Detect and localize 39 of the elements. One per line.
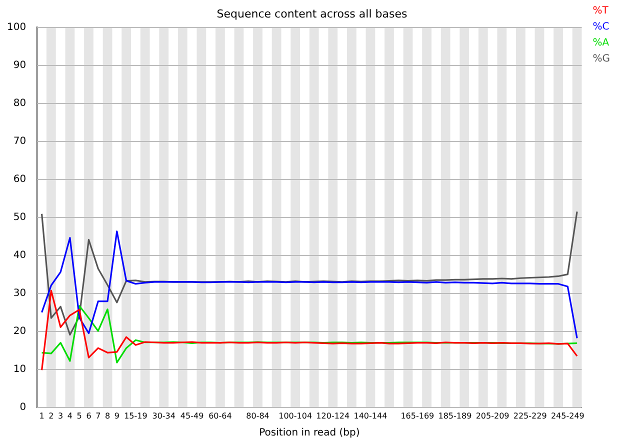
text: %A	[592, 38, 610, 49]
x-tick-label: 6	[86, 411, 92, 420]
y-tick-label: 20	[13, 326, 26, 337]
x-tick-label: 1	[39, 411, 44, 420]
x-tick-label: 100-104	[278, 411, 312, 420]
chart-title: Sequence content across all bases	[216, 7, 408, 20]
y-tick-label: 40	[13, 250, 26, 261]
y-tick-label: 0	[20, 402, 26, 413]
x-tick-label: 185-189	[438, 411, 472, 420]
y-tick-label: 90	[13, 60, 26, 71]
x-tick-label: 8	[104, 411, 110, 420]
x-tick-label: 225-229	[513, 411, 547, 420]
y-tick-label: 60	[13, 174, 26, 185]
text: %G	[592, 54, 610, 65]
x-tick-label: 7	[96, 411, 101, 420]
x-tick-label: 45-49	[180, 411, 204, 420]
x-tick-label: 120-124	[316, 411, 350, 420]
y-tick-label: 70	[13, 136, 26, 147]
y-tick-label: 50	[13, 212, 26, 223]
x-axis-title: Position in read (bp)	[259, 428, 360, 439]
x-tick-label: 5	[76, 411, 82, 420]
x-tick-label: 245-249	[550, 411, 584, 420]
x-tick-label: 205-209	[476, 411, 510, 420]
x-tick-label: 15-19	[124, 411, 148, 420]
x-tick-label: 60-64	[208, 411, 232, 420]
y-tick-label: 80	[13, 98, 26, 109]
x-tick-label: 140-144	[354, 411, 388, 420]
x-tick-label: 165-169	[400, 411, 434, 420]
y-tick-label: 30	[13, 288, 26, 299]
x-tick-label: 80-84	[246, 411, 270, 420]
x-tick-label: 9	[114, 411, 120, 420]
y-tick-label: 10	[13, 364, 26, 375]
x-tick-label: 4	[67, 411, 72, 420]
x-tick-label: 3	[58, 411, 64, 420]
x-tick-label: 2	[48, 411, 54, 420]
text: %C	[592, 22, 610, 33]
y-tick-label: 100	[6, 22, 26, 33]
text: %T	[592, 6, 610, 17]
x-tick-label: 30-34	[152, 411, 176, 420]
